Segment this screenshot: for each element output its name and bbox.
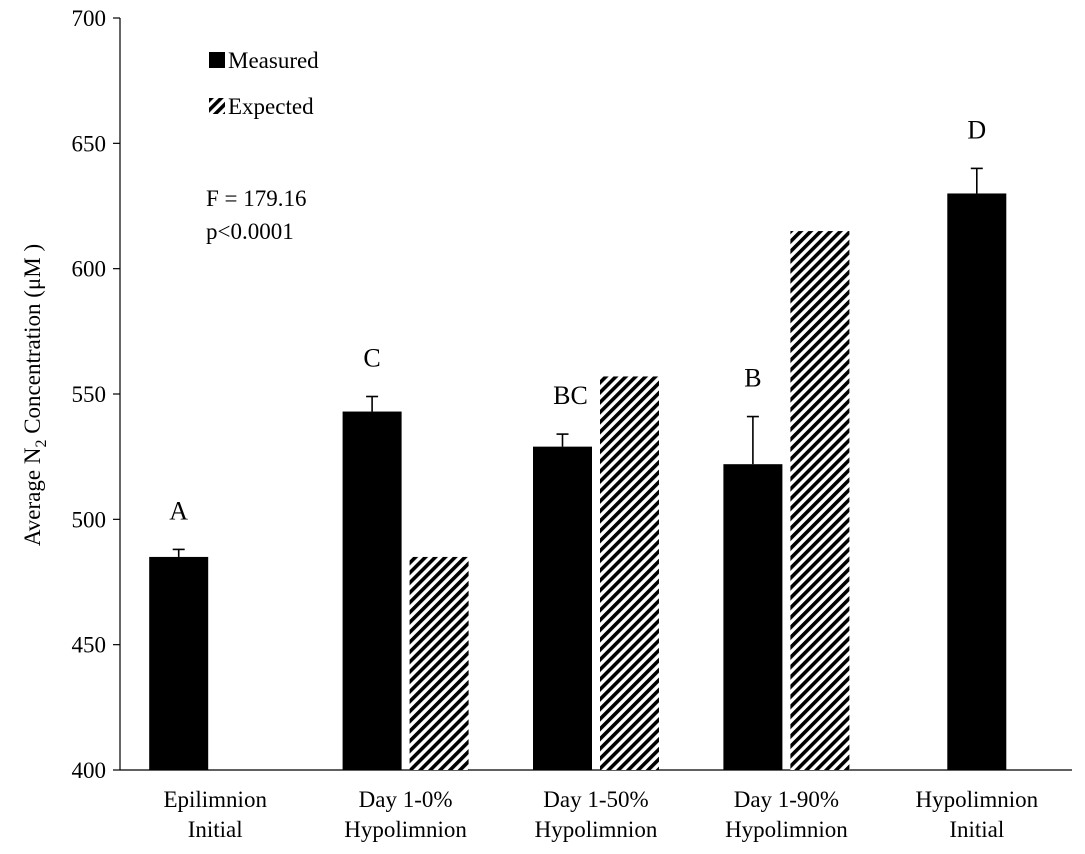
bar-expected	[409, 556, 469, 770]
significance-label: B	[744, 364, 761, 393]
significance-label: C	[363, 344, 380, 373]
legend-swatch-measured	[209, 52, 225, 68]
x-category-label: Hypolimnion	[915, 787, 1038, 812]
p-value-text: p<0.0001	[206, 219, 294, 244]
bar-measured	[342, 411, 402, 770]
y-tick-label: 650	[72, 131, 107, 156]
y-tick-label: 550	[72, 382, 107, 407]
x-category-label: Initial	[949, 817, 1004, 842]
y-tick-label: 700	[72, 6, 107, 31]
x-category-label: Hypolimnion	[535, 817, 658, 842]
svg-text:Average N2 Concentration (μM ): Average N2 Concentration (μM )	[20, 244, 50, 546]
x-category-label: Day 1-0%	[359, 787, 453, 812]
legend-swatch-expected	[209, 98, 225, 114]
x-category-label: Hypolimnion	[344, 817, 467, 842]
x-category-label: Day 1-50%	[543, 787, 648, 812]
axes	[119, 18, 1072, 771]
y-tick-label: 400	[72, 758, 107, 783]
bar-measured	[149, 556, 209, 770]
legend-label-expected: Expected	[228, 94, 314, 119]
x-category-label: Day 1-90%	[734, 787, 839, 812]
statistics-annotation: F = 179.16 p<0.0001	[206, 186, 307, 244]
bar-expected	[790, 231, 850, 771]
bar-measured	[723, 464, 783, 770]
significance-label: A	[169, 496, 188, 525]
category-labels: Epilimnion Initial Day 1-0% Hypolimnion Day …	[163, 787, 1038, 842]
bar-measured	[533, 446, 592, 770]
y-tick-label: 500	[72, 507, 107, 532]
error-bars	[172, 167, 983, 557]
y-axis-label-prefix: Average N	[20, 447, 45, 546]
significance-labels: A C BC B D	[169, 115, 986, 525]
f-statistic-text: F = 179.16	[206, 186, 307, 211]
legend-label-measured: Measured	[228, 48, 319, 73]
y-axis-label: Average N2 Concentration (μM )	[20, 244, 50, 546]
x-category-label: Initial	[188, 817, 243, 842]
y-axis-label-subscript: 2	[33, 440, 50, 448]
legend: Measured Expected	[209, 48, 319, 119]
x-category-label: Hypolimnion	[725, 817, 848, 842]
bar-measured	[947, 193, 1007, 770]
y-tick-labels: 400 450 500 550 600 650 700	[72, 6, 120, 783]
x-category-label: Epilimnion	[163, 787, 267, 812]
y-tick-label: 600	[72, 257, 107, 282]
y-tick-label: 450	[72, 633, 107, 658]
bar-expected	[600, 376, 659, 770]
significance-label: D	[967, 115, 986, 144]
bars	[149, 193, 1007, 771]
y-axis-label-suffix: Concentration (μM )	[20, 244, 45, 440]
significance-label: BC	[553, 381, 588, 410]
